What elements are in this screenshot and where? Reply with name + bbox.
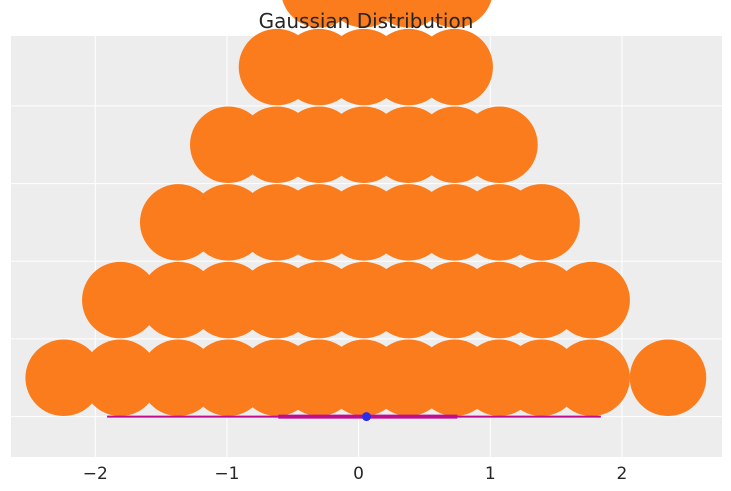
dot-markers [25,0,707,417]
dot-1-1 [82,261,159,339]
dot-8-5 [417,0,492,28]
x-tick-label-2: 0 [353,464,364,484]
x-tick-labels: −2 −1 0 1 2 [83,464,628,484]
x-tick-label-3: 1 [485,464,496,484]
chart-title: Gaussian Distribution [259,9,474,33]
point-estimate-marker [362,412,371,422]
dot-1-0 [82,339,159,417]
dot-11-1 [553,261,630,339]
dot-8-4 [416,28,493,106]
dot-10-2 [503,184,580,261]
credible-interval [107,412,601,422]
dot-9-3 [461,106,538,183]
x-tick-label-0: −2 [83,464,108,484]
dot-12-0 [629,339,707,417]
dot-11-0 [553,339,630,417]
dot-0-0 [25,339,102,417]
x-tick-label-4: 2 [617,464,628,484]
x-tick-label-1: −1 [214,464,239,484]
